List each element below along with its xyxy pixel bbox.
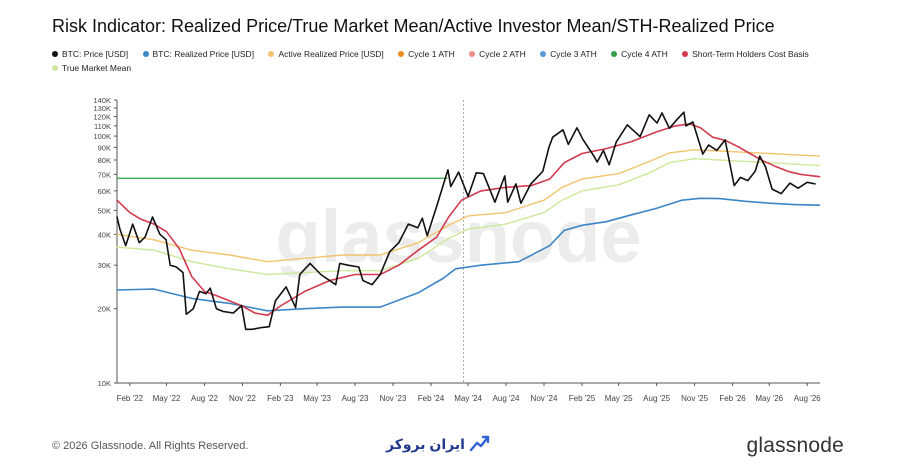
x-tick-label: May '25 xyxy=(605,394,633,403)
legend-dot-icon xyxy=(611,50,618,57)
series-line-true-market-mean xyxy=(116,157,821,276)
x-tick-label: Nov '25 xyxy=(681,394,708,403)
legend-dot-icon xyxy=(682,50,689,57)
x-tick-label: May '22 xyxy=(153,394,181,403)
glassnode-logo: glassnode xyxy=(746,434,844,457)
y-tick-label: 40K xyxy=(98,230,111,239)
y-tick-label: 20K xyxy=(98,305,111,314)
y-tick-label: 10K xyxy=(98,379,111,388)
chart-legend: BTC: Price [USD] BTC: Realized Price [US… xyxy=(52,47,852,75)
watermark-text: glassnode xyxy=(276,195,642,278)
y-tick-label: 50K xyxy=(98,206,111,215)
x-tick-label: Aug '22 xyxy=(191,394,218,403)
legend-dot-icon xyxy=(52,50,58,57)
x-tick-label: Feb '25 xyxy=(569,394,596,403)
x-tick-label: May '26 xyxy=(755,394,783,403)
x-tick-label: Nov '24 xyxy=(531,394,558,403)
y-tick-label: 140K xyxy=(93,96,111,105)
chart-canvas: glassnode 10K 20K 30K 40K 50K 60K 70K 80K 90K 100K… xyxy=(93,96,821,403)
x-tick-label: Feb '24 xyxy=(418,394,445,403)
y-tick-label: 60K xyxy=(98,187,111,196)
legend-label: Cycle 3 ATH xyxy=(550,49,597,59)
legend-dot-icon xyxy=(52,64,58,71)
legend-label: BTC: Realized Price [USD] xyxy=(152,49,255,59)
y-tick-label: 80K xyxy=(98,156,111,165)
copyright-text: © 2026 Glassnode. All Rights Reserved. xyxy=(52,440,249,452)
legend-item-price[interactable]: BTC: Price [USD] xyxy=(52,47,128,61)
legend-item-active-realized-price[interactable]: Active Realized Price [USD] xyxy=(268,47,384,61)
legend-item-cycle1-ath[interactable]: Cycle 1 ATH xyxy=(398,47,455,61)
y-tick-label: 120K xyxy=(93,113,111,122)
x-tick-label: Aug '25 xyxy=(643,394,670,403)
partner-logo-text: ایران بروکر xyxy=(386,435,465,452)
chart-trend-icon xyxy=(469,435,490,452)
x-tick-label: May '24 xyxy=(454,394,482,403)
legend-item-cycle2-ath[interactable]: Cycle 2 ATH xyxy=(469,47,526,61)
legend-dot-icon xyxy=(142,50,149,57)
legend-dot-icon xyxy=(469,50,476,57)
legend-label: True Market Mean xyxy=(62,63,132,73)
x-tick-label: May '23 xyxy=(303,394,331,403)
legend-dot-icon xyxy=(540,50,547,57)
y-tick-label: 30K xyxy=(98,261,111,270)
legend-item-cycle4-ath[interactable]: Cycle 4 ATH xyxy=(611,47,668,61)
partner-logo: ایران بروکر xyxy=(386,434,491,454)
legend-item-realized-price[interactable]: BTC: Realized Price [USD] xyxy=(142,47,255,61)
series-line-active-realized-price-usd xyxy=(116,149,821,263)
x-tick-label: Feb '26 xyxy=(719,394,746,403)
chart-title: Risk Indicator: Realized Price/True Mark… xyxy=(52,16,775,36)
legend-item-sth-cost-basis[interactable]: Short-Term Holders Cost Basis xyxy=(682,47,809,61)
legend-label: Short-Term Holders Cost Basis xyxy=(692,49,809,59)
x-tick-label: Aug '26 xyxy=(794,394,821,403)
legend-label: Cycle 2 ATH xyxy=(479,49,526,59)
legend-dot-icon xyxy=(268,50,275,57)
legend-label: Active Realized Price [USD] xyxy=(278,49,384,59)
y-tick-label: 110K xyxy=(94,122,111,131)
y-tick-label: 70K xyxy=(98,170,111,179)
legend-label: Cycle 4 ATH xyxy=(621,49,668,59)
x-tick-label: Nov '22 xyxy=(229,394,256,403)
x-tick-label: Aug '24 xyxy=(493,394,520,403)
series-line-btc-price-usd xyxy=(116,111,816,331)
legend-item-true-market-mean[interactable]: True Market Mean xyxy=(52,61,131,75)
legend-label: BTC: Price [USD] xyxy=(62,49,129,59)
x-tick-label: Feb '23 xyxy=(267,394,294,403)
x-tick-label: Aug '23 xyxy=(342,394,369,403)
legend-label: Cycle 1 ATH xyxy=(408,49,455,59)
y-tick-label: 130K xyxy=(93,104,111,113)
y-tick-label: 100K xyxy=(93,132,111,141)
x-tick-label: Feb '22 xyxy=(117,394,144,403)
legend-dot-icon xyxy=(398,50,405,57)
legend-item-cycle3-ath[interactable]: Cycle 3 ATH xyxy=(540,47,597,61)
x-tick-label: Nov '23 xyxy=(380,394,407,403)
y-tick-label: 90K xyxy=(98,143,111,152)
